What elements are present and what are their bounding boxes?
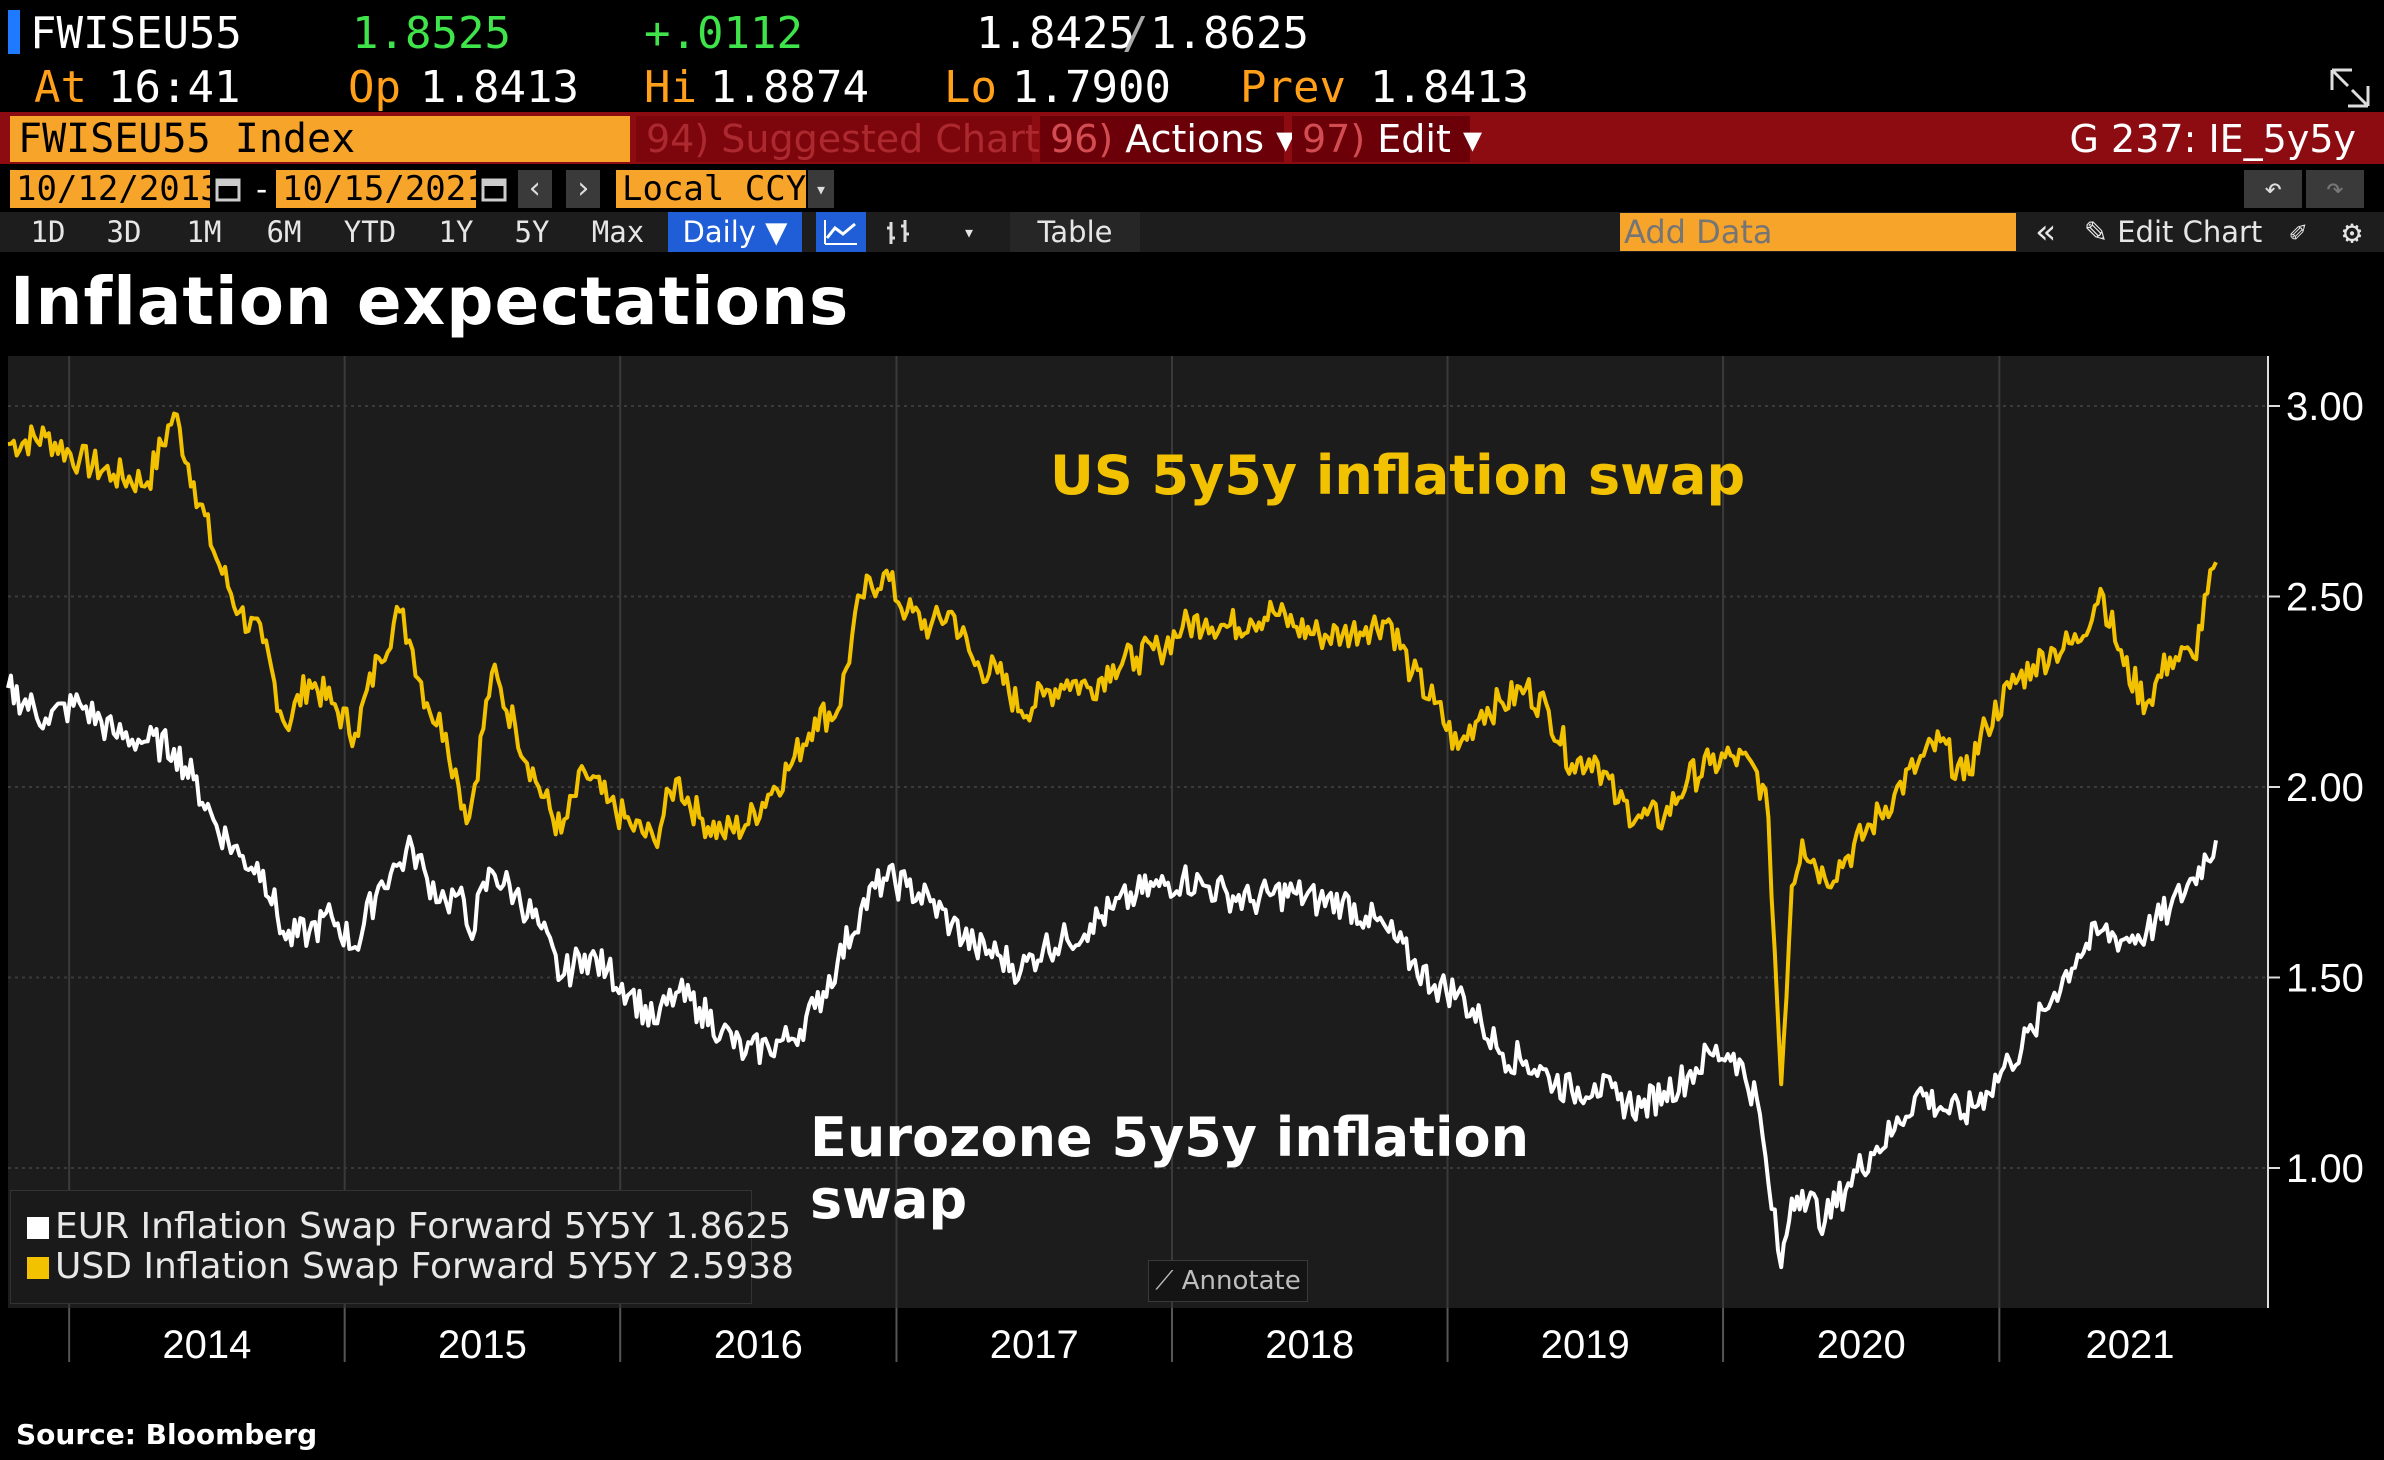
us-series-annotation: US 5y5y inflation swap [1050, 444, 1745, 507]
plot-area [8, 356, 2268, 1308]
prev-price: 1.8413 [1370, 62, 1529, 113]
period-max-button[interactable]: Max [591, 215, 645, 249]
legend-swatch-usd [27, 1257, 49, 1279]
frequency-dropdown[interactable]: Daily ▼ [668, 212, 802, 252]
period-1y-button[interactable]: 1Y [438, 215, 474, 249]
last-price: 1.8525 [352, 8, 511, 59]
edit-menu[interactable]: 97) Edit ▾ [1292, 116, 1482, 162]
settings-gear-icon[interactable]: ⚙ [2342, 213, 2362, 251]
popout-icon[interactable] [2328, 66, 2372, 110]
chart-type-dropdown-icon[interactable]: ▾ [962, 220, 976, 244]
usd-series-line [7, 411, 2218, 1087]
currency-field[interactable]: Local CCY [616, 170, 806, 208]
x-tick-label-2021: 2021 [2086, 1323, 2175, 1367]
chart-legend: EUR Inflation Swap Forward 5Y5Y 1.8625 U… [10, 1190, 794, 1304]
x-tick-label-2015: 2015 [438, 1323, 527, 1367]
edit-number: 97) [1302, 117, 1366, 161]
ticker-symbol: FWISEU55 [30, 8, 242, 59]
start-date-field[interactable]: 10/12/2013 [10, 170, 221, 208]
bar-chart-icon[interactable] [876, 212, 922, 252]
security-field[interactable]: FWISEU55 Index [10, 116, 630, 162]
x-tick-label-2016: 2016 [714, 1323, 803, 1367]
annotate-tool-icon[interactable]: ✐ [2289, 215, 2307, 249]
at-label: At [34, 62, 87, 113]
source-note: Source: Bloomberg [16, 1418, 318, 1451]
legend-label-usd: USD Inflation Swap Forward 5Y5Y [55, 1246, 657, 1287]
annotate-pencil-icon: ⟋ [1155, 1266, 1174, 1296]
pencil-icon: ✎ [2083, 215, 2108, 249]
inflation-chart: 3.00 2.50 2.00 1.50 1.00 2014 2015 2016 2017 2018… [0, 356, 2384, 1414]
high-price: 1.8874 [710, 62, 869, 113]
y-tick-label-2.50: 2.50 [2286, 576, 2364, 620]
y-tick-label-1.00: 1.00 [2286, 1147, 2364, 1191]
table-button[interactable]: Table [1010, 212, 1140, 252]
open-price: 1.8413 [420, 62, 579, 113]
y-tick-label-1.50: 1.50 [2286, 957, 2364, 1001]
x-tick-label-2020: 2020 [1817, 1323, 1906, 1367]
quote-time: 16:41 [108, 62, 241, 113]
period-3d-button[interactable]: 3D [106, 215, 142, 249]
x-tick-label-2019: 2019 [1541, 1323, 1630, 1367]
chart-id: G 237: IE_5y5y [2069, 117, 2356, 161]
next-period-button[interactable]: › [566, 170, 600, 208]
edit-chart-button[interactable]: ✎ Edit Chart [2078, 212, 2268, 252]
y-tick-label-3.00: 3.00 [2286, 385, 2364, 429]
ticker-marker [8, 10, 20, 54]
ask-price: 1.8625 [1150, 8, 1309, 59]
end-date-field[interactable]: 10/15/2021 [276, 170, 487, 208]
annotate-label: Annotate [1181, 1266, 1301, 1296]
line-chart-icon[interactable] [816, 212, 866, 252]
bid-price: 1.8425 [976, 8, 1135, 59]
open-label: Op [348, 62, 401, 113]
suggested-charts-menu[interactable]: 94) Suggested Charts [636, 116, 1060, 162]
edit-label: Edit ▾ [1377, 117, 1483, 161]
edit-chart-label: Edit Chart [2117, 215, 2263, 249]
actions-number: 96) [1050, 117, 1114, 161]
period-6m-button[interactable]: 6M [266, 215, 302, 249]
y-tick-label-2.00: 2.00 [2286, 766, 2364, 810]
low-price: 1.7900 [1012, 62, 1171, 113]
collapse-icon[interactable]: « [2035, 212, 2057, 252]
legend-item-usd: USD Inflation Swap Forward 5Y5Y 2.5938 [27, 1247, 794, 1287]
annotate-button[interactable]: ⟋ Annotate [1148, 1260, 1308, 1302]
high-label: Hi [644, 62, 697, 113]
period-1d-button[interactable]: 1D [30, 215, 66, 249]
prev-period-button[interactable]: ‹ [518, 170, 552, 208]
bid-ask-separator: / [1122, 8, 1149, 59]
legend-swatch-eur [27, 1217, 49, 1239]
legend-value-usd: 2.5938 [668, 1246, 795, 1287]
redo-icon[interactable]: ↷ [2306, 170, 2364, 208]
add-data-input[interactable] [1620, 213, 2016, 251]
x-tick-label-2014: 2014 [162, 1323, 251, 1367]
page-title: Inflation expectations [10, 263, 850, 340]
x-tick-label-2017: 2017 [990, 1323, 1079, 1367]
period-1m-button[interactable]: 1M [186, 215, 222, 249]
legend-value-eur: 1.8625 [665, 1206, 792, 1247]
price-change: +.0112 [644, 8, 803, 59]
eur-series-line [6, 673, 2218, 1270]
eurozone-series-annotation: Eurozone 5y5y inflation swap [810, 1106, 1529, 1231]
actions-label: Actions ▾ [1125, 117, 1296, 161]
suggested-label: Suggested Charts [721, 117, 1060, 161]
period-5y-button[interactable]: 5Y [514, 215, 550, 249]
x-tick-label-2018: 2018 [1265, 1323, 1354, 1367]
date-dash: - [252, 170, 272, 208]
actions-menu[interactable]: 96) Actions ▾ [1040, 116, 1295, 162]
suggested-number: 94) [646, 117, 710, 161]
legend-label-eur: EUR Inflation Swap Forward 5Y5Y [55, 1206, 654, 1247]
end-calendar-icon[interactable] [480, 174, 508, 204]
low-label: Lo [944, 62, 997, 113]
legend-item-eur: EUR Inflation Swap Forward 5Y5Y 1.8625 [27, 1207, 791, 1247]
period-ytd-button[interactable]: YTD [343, 215, 397, 249]
prev-label: Prev [1240, 62, 1346, 113]
currency-dropdown-icon[interactable]: ▾ [808, 170, 834, 208]
x-axis-band [0, 1308, 2384, 1414]
start-calendar-icon[interactable] [214, 174, 242, 204]
undo-icon[interactable]: ↶ [2244, 170, 2302, 208]
